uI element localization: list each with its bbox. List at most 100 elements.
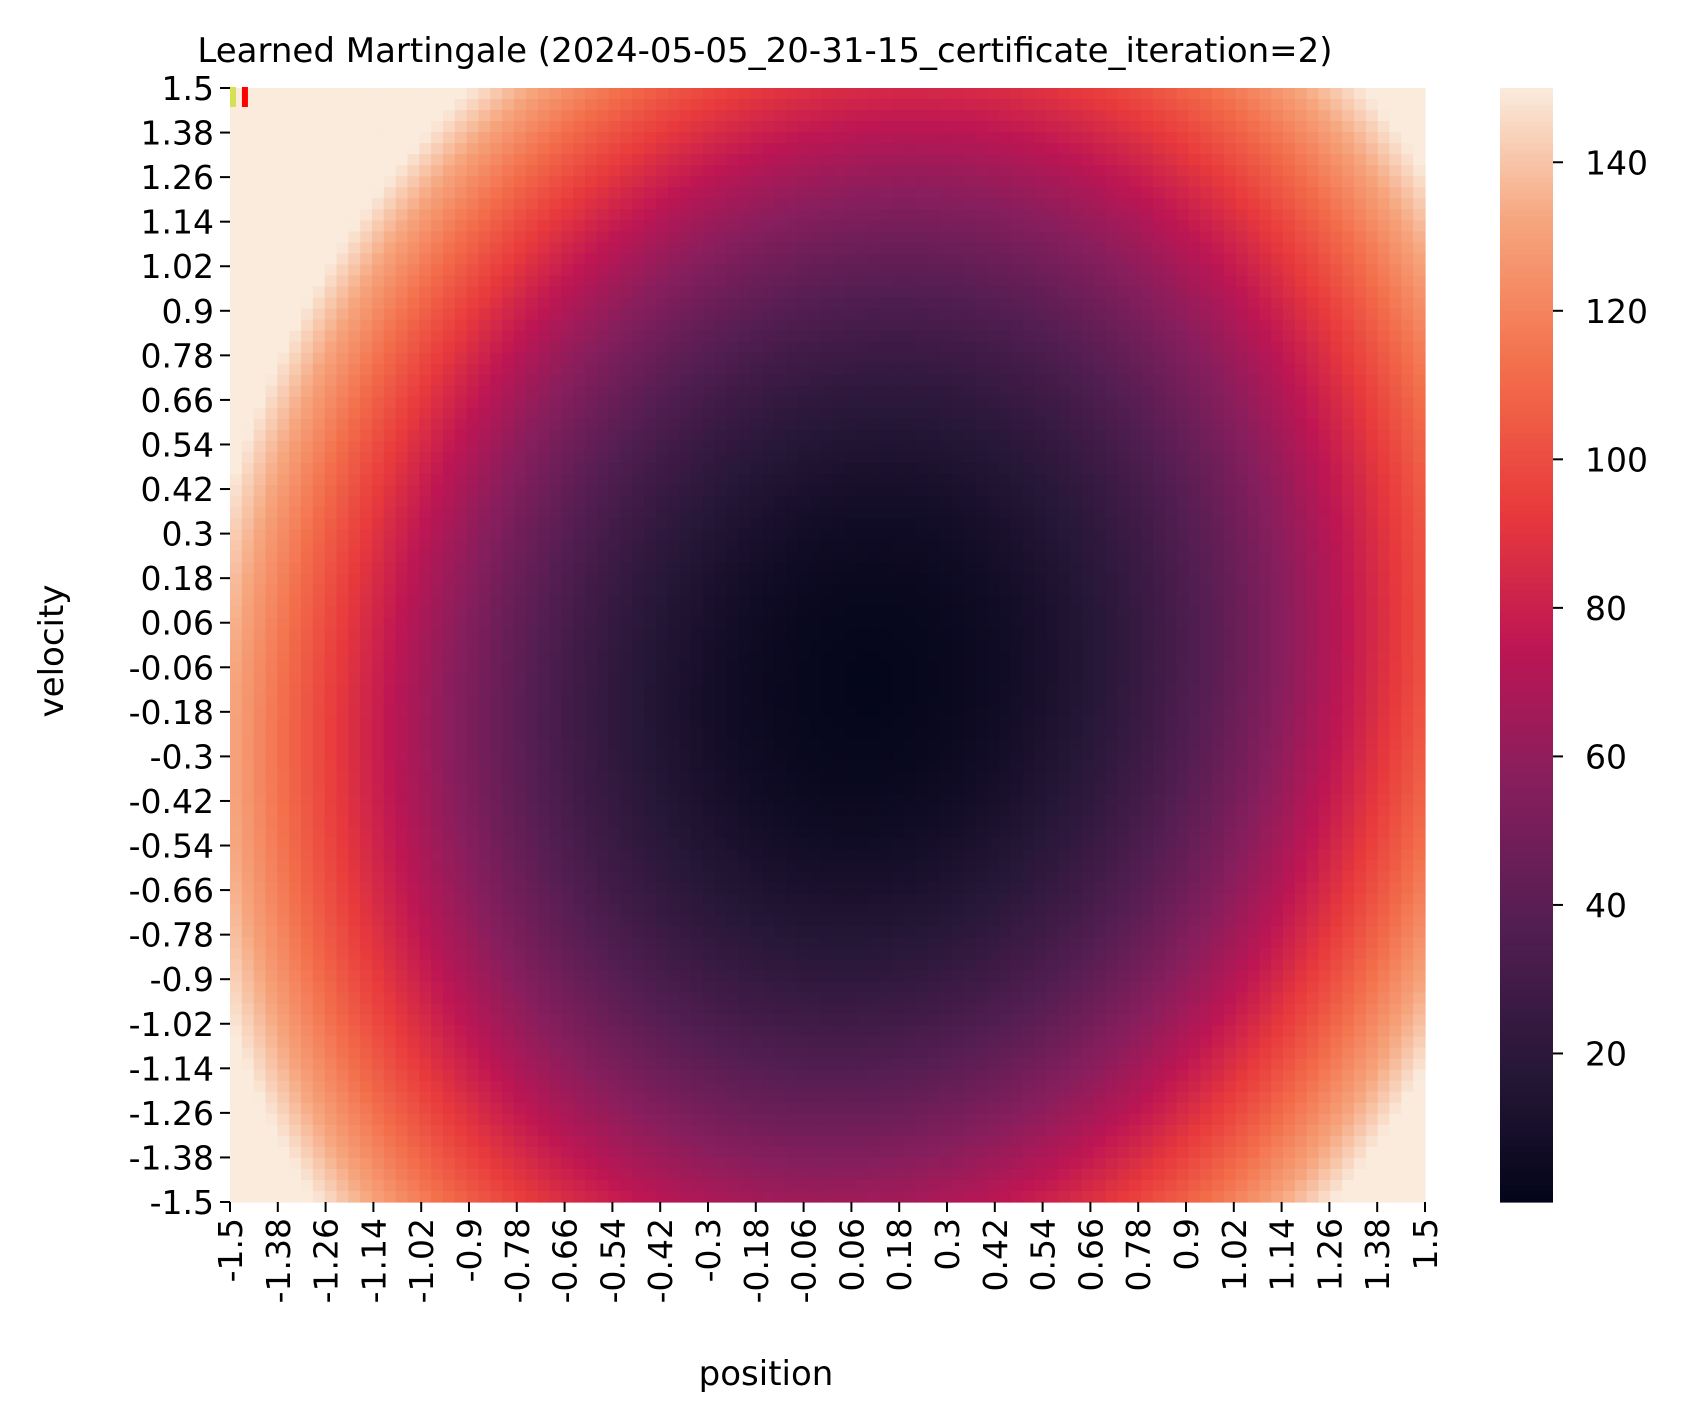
heatmap-cell — [253, 606, 267, 619]
heatmap-cell — [1294, 154, 1308, 166]
heatmap-cell — [1129, 165, 1142, 177]
heatmap-cell — [253, 440, 267, 453]
heatmap-cell — [963, 286, 976, 299]
heatmap-cell — [833, 573, 846, 585]
heatmap-cell — [691, 187, 704, 199]
heatmap-cell — [963, 485, 976, 497]
heatmap-cell — [1330, 529, 1343, 541]
heatmap-cell — [1188, 374, 1201, 387]
heatmap-cell — [300, 418, 314, 431]
heatmap-cell — [738, 584, 752, 596]
heatmap-cell — [1354, 407, 1367, 420]
heatmap-cell — [407, 529, 420, 541]
heatmap-cell — [1377, 374, 1391, 387]
heatmap-cell — [1271, 220, 1284, 232]
heatmap-cell — [703, 242, 716, 255]
heatmap-cell — [1342, 176, 1355, 188]
heatmap-cell — [395, 496, 409, 508]
heatmap-cell — [963, 385, 976, 398]
heatmap-cell — [1413, 606, 1426, 619]
heatmap-cell — [466, 440, 480, 453]
heatmap-cell — [253, 407, 267, 420]
heatmap-cell — [1247, 385, 1260, 398]
heatmap-cell — [265, 374, 278, 387]
heatmap-cell — [230, 474, 243, 486]
heatmap-cell — [1330, 319, 1343, 332]
heatmap-cell — [620, 496, 633, 508]
heatmap-cell — [750, 165, 764, 177]
heatmap-cell — [230, 165, 243, 177]
heatmap-cell — [549, 275, 562, 288]
heatmap-cell — [596, 463, 610, 475]
heatmap-cell — [371, 485, 385, 497]
heatmap-cell — [1271, 198, 1284, 210]
heatmap-cell — [513, 396, 527, 409]
heatmap-cell — [1377, 341, 1391, 354]
heatmap-cell — [1342, 485, 1355, 497]
heatmap-cell — [584, 440, 598, 453]
heatmap-cell — [679, 451, 693, 464]
heatmap-cell — [1058, 297, 1071, 310]
heatmap-cell — [999, 209, 1012, 221]
heatmap-cell — [1283, 121, 1296, 133]
heatmap-cell — [620, 154, 633, 166]
heatmap-cell — [1389, 496, 1402, 508]
heatmap-cell — [1105, 396, 1118, 409]
heatmap-cell — [1105, 286, 1118, 299]
heatmap-cell — [880, 451, 894, 464]
heatmap-cell — [1413, 231, 1426, 244]
heatmap-cell — [1176, 330, 1189, 343]
heatmap-cell — [360, 297, 373, 310]
heatmap-cell — [289, 485, 302, 497]
heatmap-cell — [715, 231, 728, 244]
heatmap-cell — [797, 99, 811, 111]
heatmap-cell — [691, 385, 704, 398]
heatmap-cell — [750, 496, 764, 508]
heatmap-cell — [584, 529, 598, 541]
heatmap-cell — [774, 496, 787, 508]
heatmap-cell — [513, 562, 527, 574]
heatmap-cell — [987, 396, 1000, 409]
heatmap-cell — [679, 275, 693, 288]
heatmap-cell — [1176, 242, 1189, 255]
heatmap-cell — [549, 297, 562, 310]
heatmap-cell — [549, 474, 562, 486]
heatmap-cell — [762, 529, 775, 541]
heatmap-cell — [277, 154, 290, 166]
heatmap-cell — [1389, 88, 1402, 100]
heatmap-cell — [300, 88, 314, 100]
heatmap-cell — [880, 286, 894, 299]
heatmap-cell — [809, 253, 823, 266]
heatmap-cell — [726, 451, 740, 464]
heatmap-cell — [537, 154, 551, 166]
heatmap-cell — [265, 562, 278, 574]
heatmap-cell — [1129, 496, 1142, 508]
heatmap-cell — [667, 154, 681, 166]
heatmap-cell — [1212, 429, 1225, 442]
heatmap-cell — [644, 407, 657, 420]
heatmap-cell — [454, 121, 468, 133]
heatmap-cell — [466, 529, 480, 541]
heatmap-cell — [1342, 518, 1355, 530]
heatmap-cell — [1046, 518, 1059, 530]
heatmap-cell — [786, 297, 799, 310]
heatmap-cell — [1117, 352, 1130, 365]
heatmap-cell — [537, 198, 551, 210]
heatmap-cell — [1105, 385, 1118, 398]
heatmap-cell — [691, 628, 704, 641]
heatmap-cell — [975, 551, 988, 563]
heatmap-cell — [549, 319, 562, 332]
heatmap-cell — [336, 474, 349, 486]
heatmap-cell — [1010, 341, 1024, 354]
heatmap-cell — [857, 562, 870, 574]
heatmap-cell — [1342, 440, 1355, 453]
heatmap-cell — [726, 154, 740, 166]
heatmap-cell — [1010, 352, 1024, 365]
heatmap-cell — [928, 341, 941, 354]
heatmap-cell — [880, 385, 894, 398]
heatmap-cell — [371, 606, 385, 619]
heatmap-cell — [750, 463, 764, 475]
heatmap-cell — [478, 352, 491, 365]
heatmap-cell — [1259, 143, 1272, 155]
heatmap-cell — [407, 330, 420, 343]
